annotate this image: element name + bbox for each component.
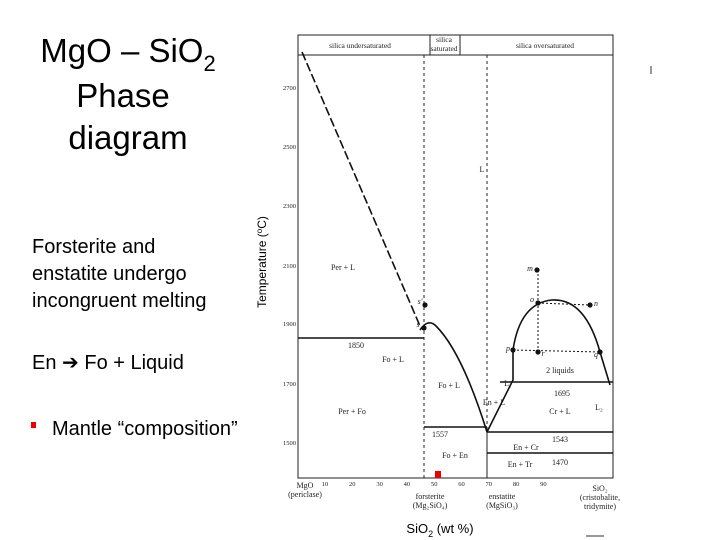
end-member-label: forsterite [416,492,445,501]
header-label: silica undersaturated [329,41,391,50]
tie-line [512,349,601,353]
x-tick-label: 70 [486,481,493,488]
reaction-left: En [32,352,56,374]
reaction-arrow: ➔ [62,350,79,374]
x-tick-label: 10 [322,481,329,488]
tie-line [537,302,591,306]
reaction-right: Fo + Liquid [84,352,184,374]
end-member-label: SiO₂ [592,484,607,493]
x-tick-label: 20 [349,481,356,488]
x-tick-label: 30 [376,481,383,488]
body-text: incongruent melting [32,290,207,312]
point-label: n [594,299,598,308]
miscibility-dome [512,299,611,386]
title-subscript: 2 [203,51,215,76]
x-axis-label-part: SiO [406,521,428,536]
end-member-label: (Mg₂SiO₄) [413,501,448,510]
region-label: Per + L [331,263,355,272]
header-label: saturated [430,44,457,53]
region-label: Per + Fo [338,407,366,416]
end-member-label: MgO [297,481,314,490]
composition-marker [435,471,441,478]
y-axis-label-text: Temperature ( [255,233,269,308]
phase-point [534,267,540,273]
enstatite-liquidus [486,350,514,433]
point-label: m [527,264,533,273]
region-label: En + Cr [513,443,539,452]
title-line: diagram [68,119,187,156]
bullet-text: Mantle “composition” [52,418,238,440]
end-member-label: (MgSiO₃) [486,501,518,510]
x-tick-label: 80 [513,481,520,488]
y-tick-label: 2300 [283,203,296,210]
end-member-label: (cristobalite, [580,493,620,502]
title-line: Phase [76,77,170,114]
title: MgO – SiO2 [40,32,215,76]
temperature-label: 1695 [554,389,570,398]
x-tick-label: 90 [540,481,547,488]
y-tick-label: 2100 [283,263,296,270]
y-tick-label: 1700 [283,381,296,388]
x-tick-label: 60 [458,481,465,488]
temperature-label: 1850 [348,341,364,350]
phase-point [587,302,593,308]
region-label: 2 liquids [546,366,574,375]
y-tick-label: 1900 [283,321,296,328]
x-tick-label: 40 [404,481,411,488]
temperature-label: 1557 [432,430,448,439]
phase-boundaries [298,51,613,454]
x-axis-label-part: 2 [428,529,433,539]
plot-frame [297,34,614,479]
phase-point [421,325,427,331]
temperature-label: 1543 [552,435,568,444]
reaction: En ➔ Fo + Liquid [32,350,184,374]
end-member-label: enstatite [489,492,516,501]
end-member-label: (periclase) [288,490,322,499]
region-label: Fo + En [442,451,468,460]
phase-point [422,302,428,308]
y-tick-label: 2500 [283,144,296,151]
region-label: L₂ [595,403,603,412]
y-tick-label: 1500 [283,440,296,447]
region-label: L [480,165,485,174]
region-label: En + Tr [508,460,533,469]
bullet-marker [31,422,36,428]
header-label: silica [436,35,452,44]
y-tick-label: 2700 [283,85,296,92]
region-label: Fo + L [382,355,404,364]
region-label: Cr + L [549,407,571,416]
y-axis-label: Temperature (oC) [255,216,269,308]
title-text: MgO – SiO [40,32,203,69]
forsterite-liquidus [419,322,488,433]
point-label: s' [418,297,423,306]
point-label: o [530,295,534,304]
region-label: En + L [483,398,505,407]
phase-point [535,300,541,306]
point-label: s [416,320,419,329]
x-axis-label: SiO2 (wt %) [406,521,473,539]
x-tick-label: 50 [431,481,438,488]
point-label: q [594,350,598,359]
x-axis-label-part: (wt %) [433,521,473,536]
phase-point [510,347,516,353]
temperature-label: 1470 [552,458,568,467]
body-text: enstatite undergo [32,263,187,285]
end-member-label: tridymite) [584,502,616,511]
phase-point [597,349,603,355]
periclase-liquidus [301,51,421,327]
point-label: r [541,349,545,358]
point-label: p [505,344,510,353]
y-axis-label-end: C) [255,216,269,229]
y-axis-label-sup: o [255,228,264,233]
frame [297,34,614,479]
region-label: Fo + L [438,381,460,390]
body-text: Forsterite and [32,236,155,258]
region-label: L₁ [504,379,512,388]
header-label: silica oversaturated [516,41,574,50]
phase-point [535,349,541,355]
